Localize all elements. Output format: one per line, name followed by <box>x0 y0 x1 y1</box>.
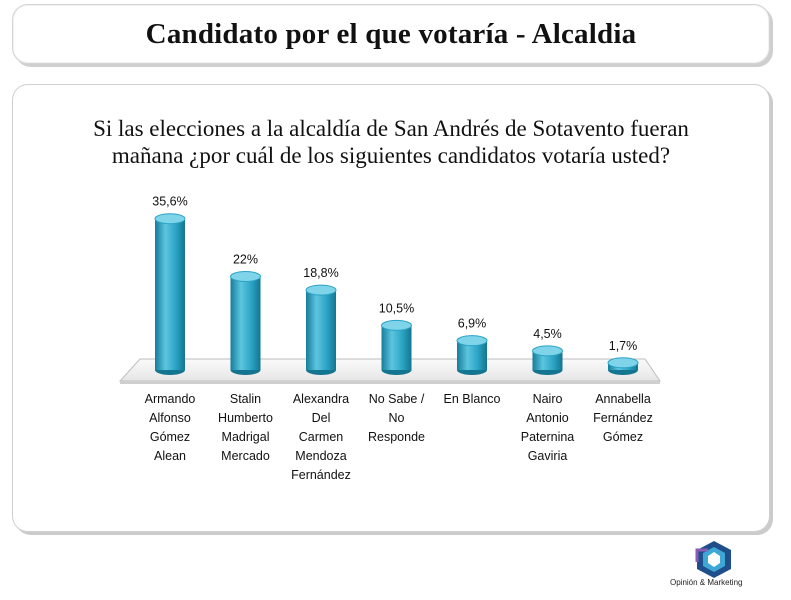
bar-top <box>607 357 639 369</box>
chart-floor-edge <box>120 381 660 384</box>
bar-top <box>456 335 488 347</box>
category-label: Stalin Humberto Madrigal Mercado <box>218 392 273 463</box>
hexagon-logo-icon <box>695 541 731 578</box>
data-label: 1,7% <box>609 339 638 353</box>
category-label: No Sabe / No Responde <box>368 392 425 444</box>
category-label: Alexandra Del Carmen Mendoza Fernández <box>291 392 351 482</box>
question-line-1: Si las elecciones a la alcaldía de San A… <box>93 116 689 141</box>
brand-logo: Opinión & Marketing <box>664 538 764 596</box>
category-label: En Blanco <box>444 392 501 406</box>
category-label: Nairo Antonio Paternina Gaviria <box>521 392 575 463</box>
bar-body <box>230 276 261 370</box>
bar <box>305 284 337 375</box>
data-label: 10,5% <box>379 301 414 315</box>
chart-panel: Si las elecciones a la alcaldía de San A… <box>12 84 770 532</box>
data-label: 4,5% <box>533 327 562 341</box>
data-label: 6,9% <box>458 317 487 331</box>
bar <box>230 271 261 375</box>
bar-top <box>230 271 261 282</box>
bar <box>456 335 488 375</box>
bar <box>607 357 639 375</box>
brand-logo-text: Opinión & Marketing <box>670 578 743 587</box>
question-line-2: mañana ¿por cuál de los siguientes candi… <box>111 143 671 168</box>
bar-top <box>154 213 186 225</box>
bar <box>381 319 412 375</box>
data-label: 18,8% <box>303 266 338 280</box>
page-title: Candidato por el que votaría - Alcaldia <box>145 17 637 50</box>
bar-top <box>532 345 563 357</box>
survey-question: Si las elecciones a la alcaldía de San A… <box>13 115 769 169</box>
category-label: Armando Alfonso Gómez Alean <box>145 392 196 463</box>
bar-body <box>381 325 412 370</box>
title-banner: Candidato por el que votaría - Alcaldia <box>12 4 770 64</box>
bar-top <box>381 319 412 331</box>
bar <box>154 213 186 375</box>
bar-top <box>305 284 337 296</box>
data-label: 22% <box>233 253 258 267</box>
bar-body <box>306 290 336 370</box>
data-label: 35,6% <box>152 195 187 209</box>
category-label: Annabella Fernández Gómez <box>593 392 653 444</box>
bar-body <box>155 218 185 370</box>
bar <box>532 345 563 375</box>
